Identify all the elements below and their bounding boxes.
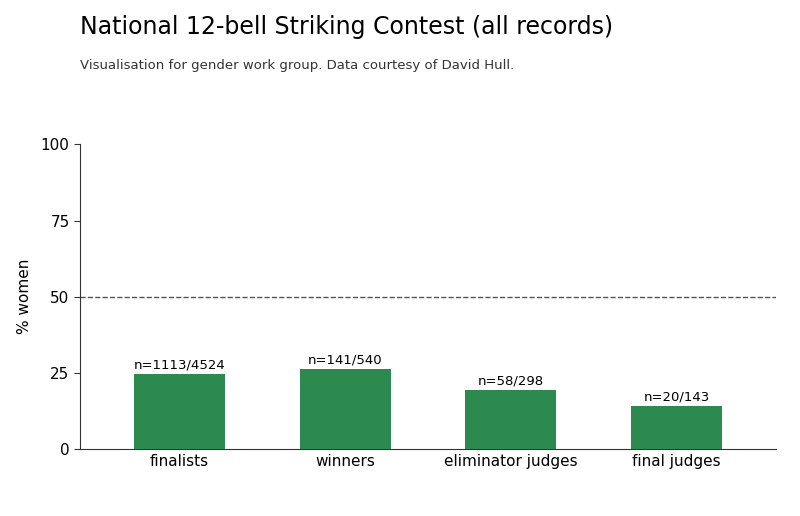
Bar xyxy=(631,406,722,449)
Text: n=141/540: n=141/540 xyxy=(308,354,382,367)
Text: n=20/143: n=20/143 xyxy=(643,391,710,404)
Bar xyxy=(299,369,390,449)
Text: Visualisation for gender work group. Data courtesy of David Hull.: Visualisation for gender work group. Dat… xyxy=(80,59,514,72)
Text: National 12-bell Striking Contest (all records): National 12-bell Striking Contest (all r… xyxy=(80,15,613,40)
Text: n=1113/4524: n=1113/4524 xyxy=(134,359,226,372)
Text: n=58/298: n=58/298 xyxy=(478,374,544,387)
Bar xyxy=(134,374,225,449)
Y-axis label: % women: % women xyxy=(18,259,32,334)
Bar xyxy=(466,390,557,449)
